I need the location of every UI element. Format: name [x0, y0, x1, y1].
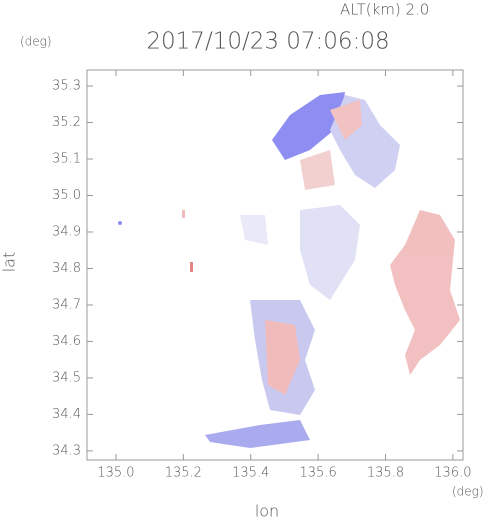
echo: [265, 320, 300, 395]
y-tick-label: 34.3: [52, 443, 81, 458]
x-tick-label: 135.8: [367, 466, 404, 481]
echo: [272, 92, 345, 160]
x-tick-label: 136.0: [434, 466, 471, 481]
chart-title: 2017/10/23 07:06:08: [146, 29, 389, 55]
plot-frame: [86, 69, 464, 461]
echo: [330, 100, 362, 140]
y-tick-label: 34.6: [52, 334, 81, 349]
echo: [205, 420, 310, 448]
x-unit: (deg): [452, 485, 484, 499]
echo: [118, 221, 122, 225]
altitude-label: ALT(km) 2.0: [340, 1, 429, 19]
echo: [190, 262, 193, 272]
y-tick-label: 34.9: [52, 224, 81, 239]
echo: [182, 210, 185, 218]
x-tick-label: 135.2: [165, 466, 202, 481]
y-tick-label: 35.0: [52, 188, 81, 203]
x-tick-label: 135.4: [232, 466, 269, 481]
x-axis-label: lon: [255, 502, 279, 521]
echo: [300, 150, 335, 190]
y-tick-label: 35.3: [52, 79, 81, 94]
x-tick-label: 135.0: [97, 466, 134, 481]
y-tick-label: 34.4: [52, 407, 81, 422]
radar-echoes: [118, 92, 460, 448]
echo: [390, 210, 460, 375]
y-axis-label: lat: [0, 252, 19, 273]
y-tick-label: 35.1: [52, 152, 81, 167]
y-tick-label: 34.7: [52, 297, 81, 312]
echo: [240, 215, 268, 245]
x-tick-label: 135.6: [300, 466, 337, 481]
y-tick-label: 34.8: [52, 261, 81, 276]
y-unit: (deg): [20, 35, 52, 49]
echo: [300, 205, 360, 300]
y-tick-label: 34.5: [52, 370, 81, 385]
y-tick-label: 35.2: [52, 115, 81, 130]
